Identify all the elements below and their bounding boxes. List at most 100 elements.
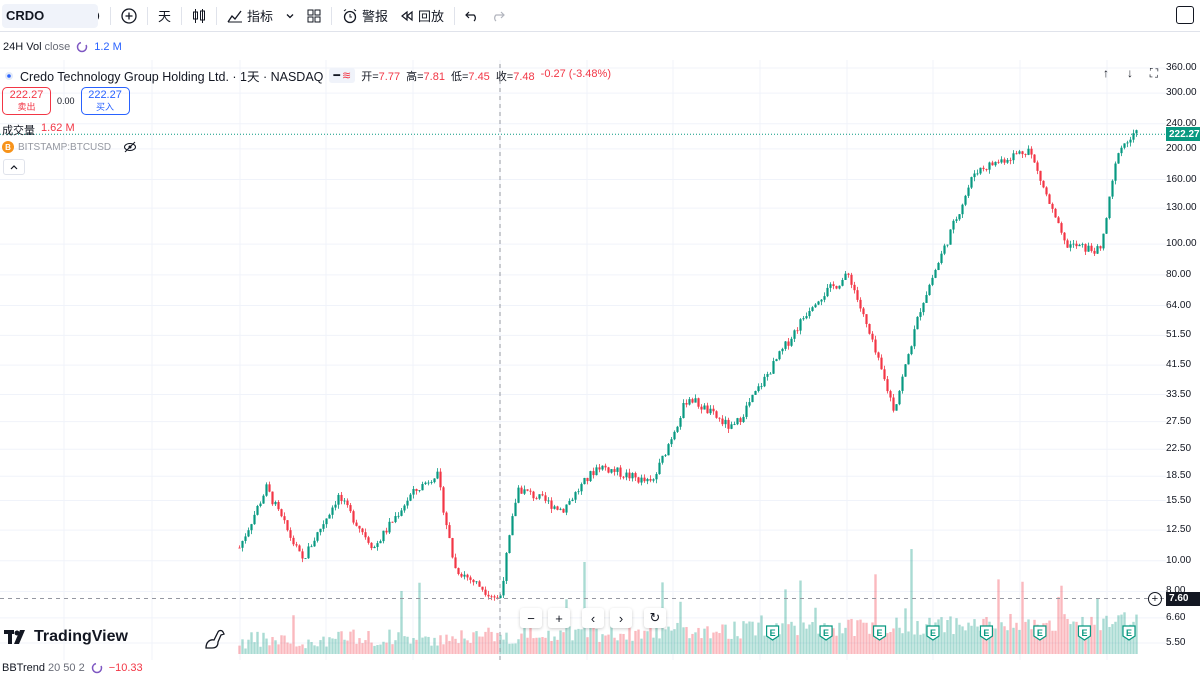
volume-bar (817, 633, 820, 654)
last-price-tag: 222.27 (1166, 127, 1200, 142)
candle (901, 376, 904, 391)
zoom-out-button[interactable]: − (520, 608, 542, 628)
candle (970, 177, 973, 188)
candle (985, 169, 988, 170)
volume-bar (967, 622, 970, 654)
earnings-marker[interactable]: E (872, 625, 887, 641)
candle (673, 431, 676, 440)
indicators-button[interactable]: 指标 (221, 2, 279, 30)
collapse-legend-button[interactable] (3, 159, 25, 175)
earnings-marker[interactable]: E (819, 625, 833, 641)
volume-bar (955, 618, 958, 654)
volume-bar (550, 640, 553, 654)
candle (412, 489, 415, 495)
candle (448, 525, 451, 539)
candle (1123, 143, 1126, 148)
candle (616, 467, 619, 472)
ohlc-values: 开=7.77 高=7.81 低=7.45 收=7.48 -0.27 (-3.48… (361, 68, 611, 84)
price-axis[interactable]: 360.00 300.00 240.00 200.00 160.00 130.00 100.… (1166, 0, 1200, 682)
candle (745, 405, 748, 417)
candle (595, 467, 598, 476)
earnings-marker[interactable]: E (926, 625, 940, 641)
sell-label: 卖出 (17, 102, 36, 112)
candle (799, 319, 802, 331)
volume-bar (895, 617, 898, 654)
layouts-button[interactable] (301, 2, 327, 30)
candle (658, 462, 661, 475)
volume-bar (781, 623, 784, 654)
volume-bar (376, 645, 379, 654)
volume-bar (724, 624, 727, 654)
symbol-search[interactable]: CRDO (2, 3, 98, 28)
candle (757, 386, 760, 392)
volume-bar (619, 633, 622, 654)
candle (928, 284, 931, 296)
sell-button[interactable]: 222.27 卖出 (2, 87, 51, 115)
separator (331, 6, 333, 25)
scroll-left-button[interactable]: ‹ (582, 608, 604, 628)
earnings-marker[interactable]: E (1077, 625, 1092, 641)
candle (1036, 162, 1039, 171)
volume-bar (709, 638, 712, 654)
volume-bar (424, 636, 427, 654)
chart-type-button[interactable] (186, 2, 212, 30)
candle (376, 543, 379, 547)
add-plus-icon[interactable]: + (1148, 592, 1162, 606)
candle (880, 357, 883, 370)
volume-bar (421, 637, 424, 654)
volume-bar (577, 628, 580, 654)
refresh-icon[interactable] (76, 41, 88, 53)
arrow-up-icon[interactable]: ↑ (1103, 66, 1109, 80)
buy-button[interactable]: 222.27 买入 (80, 87, 130, 115)
volume-bar (865, 622, 868, 654)
refresh-icon[interactable] (91, 662, 103, 674)
candle (691, 399, 694, 403)
candle (856, 290, 859, 300)
add-symbol-button[interactable] (115, 2, 143, 30)
candle (823, 296, 826, 300)
candle (802, 318, 805, 320)
dinosaur-icon[interactable] (202, 628, 226, 650)
indicators-dropdown[interactable] (279, 2, 301, 30)
legend-controls[interactable]: ━ ≋ (329, 68, 356, 83)
candle (355, 522, 358, 526)
candle (1015, 153, 1018, 155)
redo-button[interactable] (485, 2, 511, 30)
volume-bar (358, 638, 361, 654)
reset-chart-button[interactable]: ↻ (644, 608, 666, 628)
candle (580, 484, 583, 492)
earnings-marker[interactable]: E (766, 625, 780, 641)
candle (685, 403, 688, 405)
volume-bar (436, 645, 439, 654)
candle (481, 586, 484, 590)
volume-bar (1051, 630, 1054, 654)
scroll-right-button[interactable]: › (610, 608, 632, 628)
earnings-marker[interactable]: E (979, 625, 994, 641)
tradingview-logo[interactable]: TradingView (4, 628, 128, 646)
earnings-marker[interactable]: E (1122, 625, 1136, 641)
candle (910, 346, 913, 355)
price-tick-label: 27.50 (1166, 415, 1192, 427)
candle (700, 406, 703, 410)
zoom-in-button[interactable]: + (548, 608, 570, 628)
candle (463, 574, 466, 577)
volume-bar (280, 635, 283, 654)
candle (418, 490, 421, 492)
candle (1054, 208, 1057, 218)
alert-button[interactable]: 警报 (336, 2, 394, 30)
volume-bar (730, 638, 733, 654)
eye-off-icon[interactable] (123, 141, 137, 153)
undo-button[interactable] (459, 2, 485, 30)
fullscreen-button[interactable] (1176, 6, 1194, 24)
interval-button[interactable]: 天 (152, 2, 177, 30)
candle (1087, 245, 1090, 252)
earnings-marker[interactable]: E (1033, 625, 1047, 641)
volume-bar (784, 589, 787, 654)
volume-bar (676, 622, 679, 654)
maximize-pane-icon[interactable]: ⛶ (1149, 66, 1159, 80)
replay-button[interactable]: 回放 (394, 2, 450, 30)
arrow-down-icon[interactable]: ↓ (1127, 66, 1133, 80)
volume-bar (766, 629, 769, 654)
volume-bar (961, 626, 964, 654)
